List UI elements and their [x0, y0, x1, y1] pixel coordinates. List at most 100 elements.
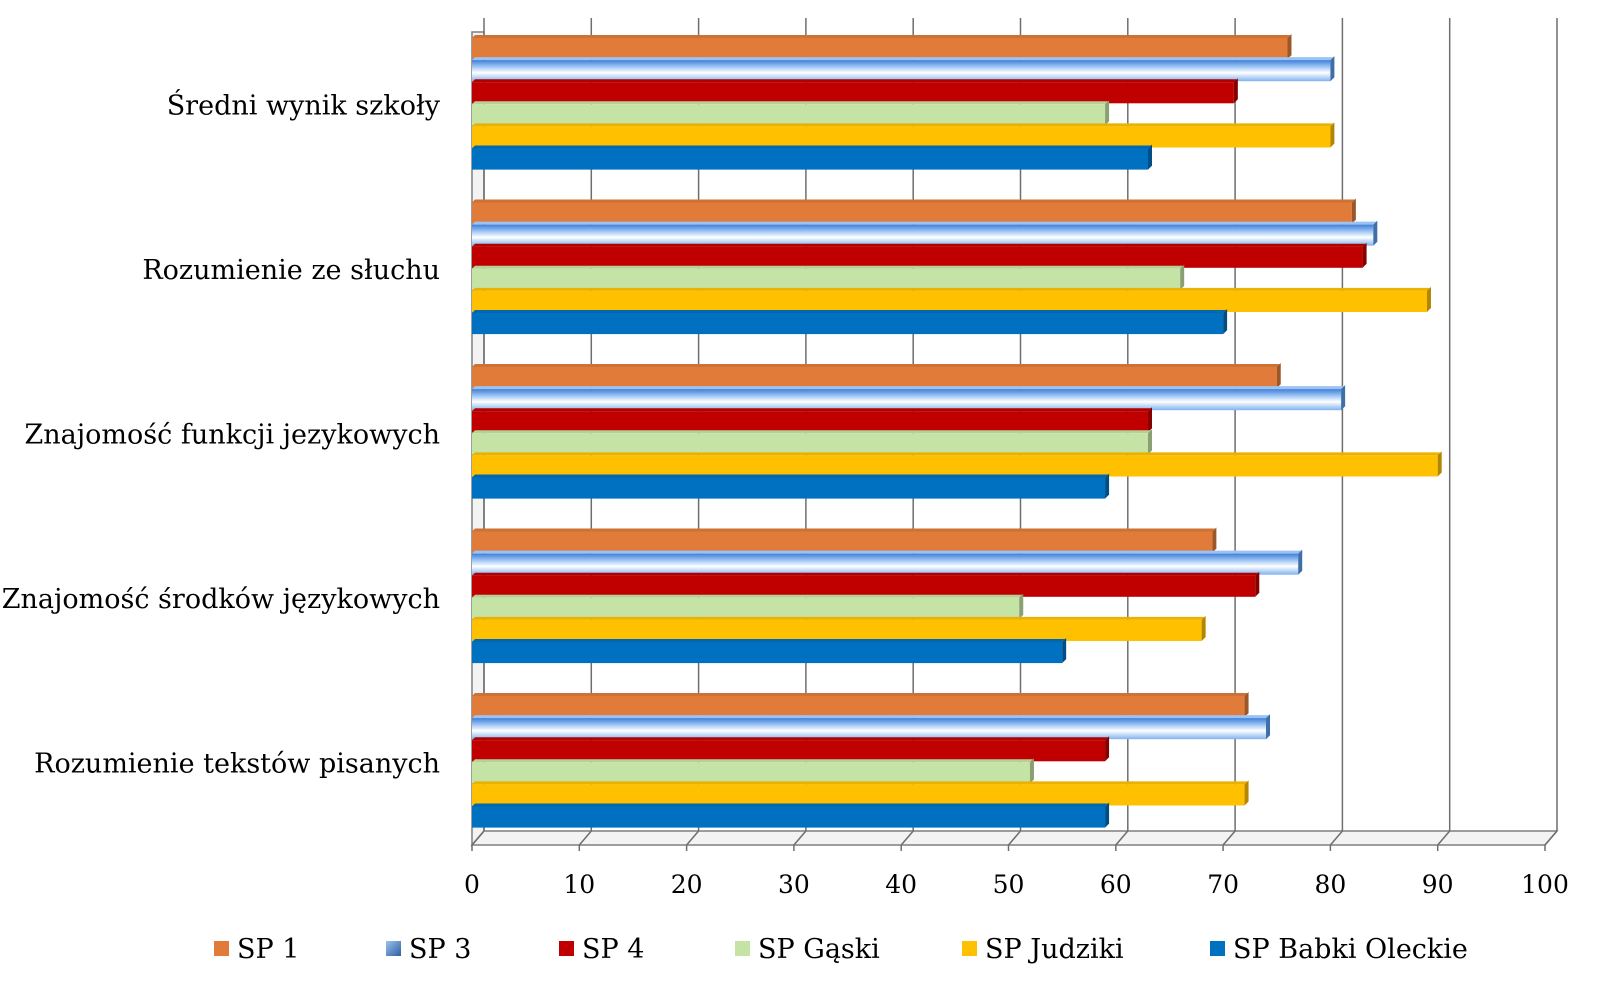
gridline-floor [1115, 830, 1129, 846]
bar-front-face [472, 455, 1438, 477]
legend-item: SP Judziki [962, 934, 1124, 965]
category-label: Średni wynik szkoły [167, 87, 441, 121]
gridline-floor [1437, 830, 1451, 846]
bar [472, 571, 1260, 597]
gridline-floor [900, 830, 914, 846]
bar-top-face [472, 364, 1280, 367]
bar-front-face [472, 642, 1063, 664]
bar-front-face [472, 367, 1277, 389]
bar [472, 451, 1442, 477]
bar [472, 593, 1024, 619]
legend-item: SP Babki Oleckie [1210, 934, 1468, 965]
legend-label: SP Judziki [985, 934, 1124, 965]
bar-top-face [472, 35, 1291, 38]
bar-end-face [1019, 593, 1024, 619]
bar-end-face [1180, 264, 1185, 290]
bar [472, 615, 1206, 641]
bar-top-face [472, 101, 1109, 105]
bar-front-face [472, 246, 1363, 268]
bar-top-face [472, 452, 1441, 456]
legend-item: SP 4 [559, 934, 644, 965]
legend-label: SP 3 [409, 934, 471, 965]
bar [472, 264, 1185, 290]
bar [472, 407, 1152, 433]
bar-end-face [1223, 309, 1228, 335]
bar-front-face [472, 148, 1148, 170]
bar-top-face [472, 243, 1366, 247]
bar-end-face [1330, 56, 1335, 82]
bar-end-face [1244, 692, 1249, 718]
bar-front-face [472, 389, 1342, 411]
bar [472, 56, 1335, 82]
bar [472, 758, 1034, 784]
bar [472, 363, 1281, 389]
bar-end-face [1105, 802, 1110, 828]
bar-end-face [1233, 78, 1238, 104]
x-tick-label: 90 [1422, 870, 1454, 899]
bar-front-face [472, 619, 1202, 641]
bar-end-face [1341, 385, 1346, 411]
bar [472, 549, 1303, 575]
bar [472, 429, 1152, 455]
legend-swatch [1210, 941, 1225, 956]
bar-front-face [472, 104, 1106, 126]
bar-top-face [472, 123, 1334, 127]
bar-top-face [472, 310, 1227, 313]
bar-front-face [472, 696, 1245, 718]
x-tick-label: 10 [563, 870, 595, 899]
bar-top-face [472, 430, 1151, 434]
bar-end-face [1105, 473, 1110, 499]
bar-end-face [1276, 363, 1281, 389]
bars [472, 34, 1442, 828]
bar-front-face [472, 126, 1331, 148]
bar-top-face [472, 474, 1109, 478]
gridline-floor [1544, 830, 1558, 846]
gridline-floor [793, 830, 807, 846]
legend-label: SP 4 [582, 934, 644, 965]
x-tick-label: 20 [671, 870, 703, 899]
bar-front-face [472, 806, 1106, 828]
bar-top-face [472, 265, 1184, 269]
bar-top-face [472, 408, 1151, 412]
bar-end-face [1298, 549, 1303, 575]
legend-swatch [735, 941, 750, 956]
bar [472, 780, 1249, 806]
x-tick-label: 50 [993, 870, 1025, 899]
bar [472, 714, 1271, 740]
bar [472, 198, 1356, 224]
bar-front-face [472, 202, 1352, 224]
bar-top-face [472, 199, 1355, 203]
gridline-floor [1222, 830, 1236, 846]
legend-item: SP 1 [214, 934, 299, 965]
gridline-floor [471, 830, 485, 846]
bar-end-face [1351, 198, 1356, 224]
bar-top-face [472, 594, 1023, 598]
bar-front-face [472, 784, 1245, 806]
gridline-floor [1007, 830, 1022, 846]
bar-front-face [472, 313, 1224, 335]
legend-label: SP Gąski [758, 934, 880, 965]
category-label: Znajomość środków językowych [2, 584, 440, 615]
bar [472, 144, 1152, 170]
bar-top-face [472, 287, 1430, 291]
bar-end-face [1426, 286, 1431, 312]
bar-top-face [472, 221, 1377, 225]
x-tick-label: 30 [778, 870, 810, 899]
x-axis-tick-labels: 0 10 20 30 40 50 60 70 80 90 100 [464, 870, 1569, 899]
bar [472, 638, 1067, 664]
x-tick-label: 100 [1521, 870, 1569, 899]
bar-top-face [472, 145, 1151, 149]
bar [472, 473, 1110, 499]
bar-front-face [472, 575, 1256, 597]
bar [472, 122, 1335, 148]
bar [472, 100, 1110, 126]
bar-front-face [472, 268, 1181, 290]
bar-top-face [472, 550, 1302, 554]
x-tick-label: 0 [464, 870, 480, 899]
x-tick-label: 70 [1207, 870, 1239, 899]
bar [472, 385, 1346, 411]
bar-end-face [1287, 34, 1292, 60]
legend-item: SP 3 [386, 934, 471, 965]
bar [472, 286, 1431, 312]
legend-swatch [386, 941, 401, 956]
